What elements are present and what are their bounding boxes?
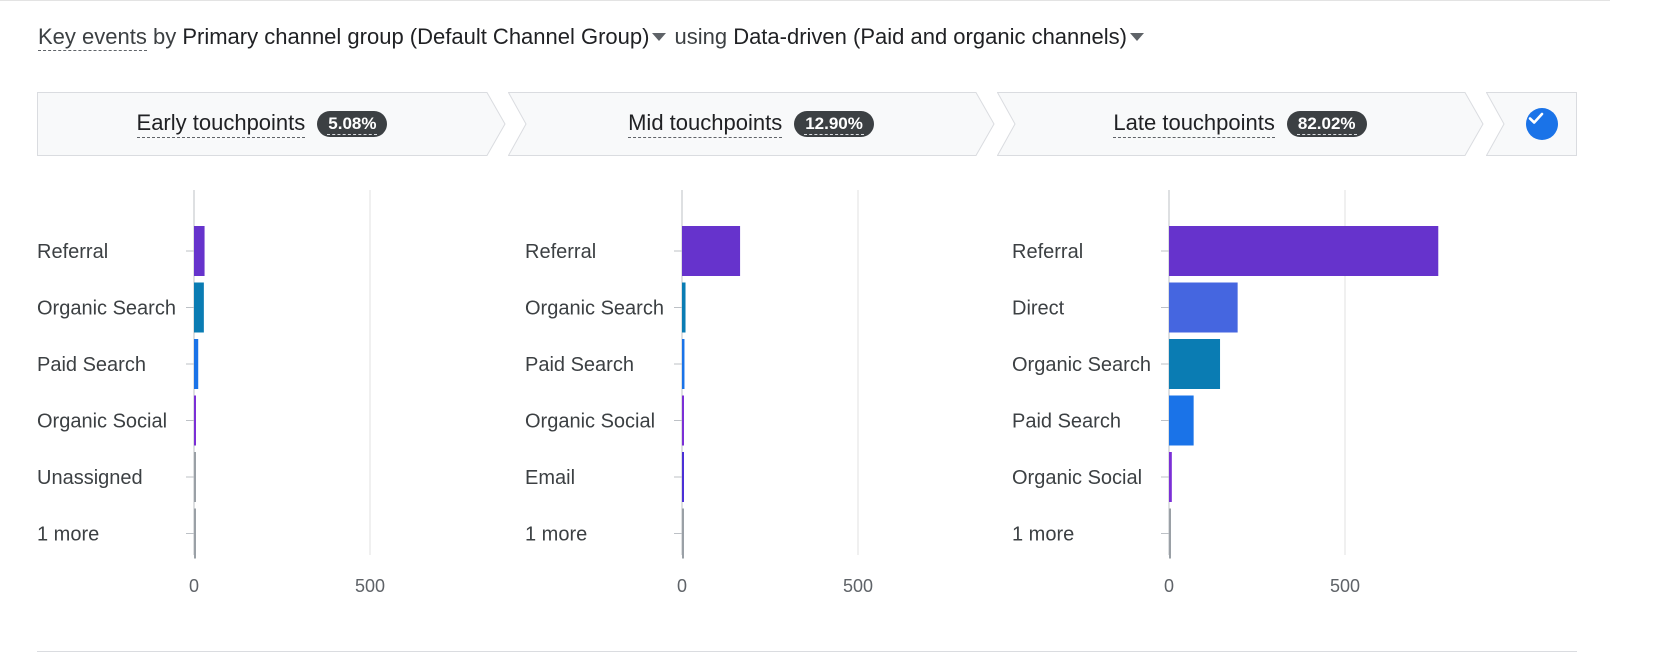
category-label: Organic Social	[525, 411, 655, 433]
category-label: Referral	[525, 241, 596, 263]
checkmark-icon	[1526, 108, 1558, 140]
dimension-caret-icon	[652, 33, 667, 41]
touchpoint-steps: Early touchpoints 5.08% Mid touchpoints …	[37, 92, 1577, 156]
category-label: 1 more	[1012, 524, 1074, 546]
step-early-value: 5.08%	[317, 111, 388, 137]
chart-late: 0 500 Referral Direct Organic Search Paid Sea…	[1012, 190, 1572, 620]
x-tick-label: 0	[1164, 576, 1174, 596]
bar	[682, 282, 686, 333]
bar	[194, 339, 199, 389]
bar	[194, 452, 196, 502]
step-early-label: Early touchpoints	[136, 110, 306, 138]
bar	[194, 282, 204, 333]
category-label: Organic Social	[37, 411, 167, 433]
step-early[interactable]: Early touchpoints 5.08%	[37, 92, 507, 156]
bar	[682, 452, 684, 502]
bar	[682, 226, 741, 276]
chart-late-svg: 0 500 Referral Direct Organic Search Paid Sea…	[1012, 190, 1439, 596]
bar	[682, 395, 684, 446]
metric-label[interactable]: Key events	[38, 24, 147, 51]
category-label: Direct	[1012, 298, 1065, 320]
bar	[1169, 452, 1172, 502]
using-text: using	[674, 24, 728, 49]
x-tick-label: 0	[189, 576, 199, 596]
step-mid-value: 12.90%	[794, 111, 874, 137]
chart-mid-svg: 0 500 Referral Organic Search Paid Search Org…	[525, 190, 873, 596]
chart-header: Key events by Primary channel group (Def…	[38, 24, 1152, 51]
dimension-label: Primary channel group (Default Channel G…	[182, 24, 650, 49]
bar	[1169, 339, 1221, 389]
bar	[682, 508, 684, 559]
model-dropdown[interactable]: Data-driven (Paid and organic channels)	[733, 24, 1152, 50]
bar	[682, 339, 685, 389]
step-late-value: 82.02%	[1286, 111, 1367, 137]
step-late[interactable]: Late touchpoints 82.02%	[997, 92, 1485, 156]
category-label: 1 more	[37, 524, 99, 546]
step-mid[interactable]: Mid touchpoints 12.90%	[508, 92, 996, 156]
category-label: Email	[525, 467, 575, 489]
category-label: Organic Social	[1012, 467, 1142, 489]
category-label: Paid Search	[1012, 411, 1121, 433]
bar	[1169, 508, 1171, 559]
x-tick-label: 0	[677, 576, 687, 596]
chart-early: 0 500 Referral Organic Search Paid Search Org…	[37, 190, 497, 620]
x-tick-label: 500	[843, 576, 873, 596]
step-late-label: Late touchpoints	[1113, 110, 1275, 138]
category-label: Organic Search	[1012, 354, 1151, 376]
top-divider	[0, 0, 1610, 1]
category-label: Paid Search	[525, 354, 634, 376]
chart-early-svg: 0 500 Referral Organic Search Paid Search Org…	[37, 190, 385, 596]
category-label: Organic Search	[525, 298, 664, 320]
model-label: Data-driven (Paid and organic channels)	[733, 24, 1127, 49]
category-label: Paid Search	[37, 354, 146, 376]
bar	[1169, 282, 1238, 333]
model-caret-icon	[1129, 33, 1144, 41]
category-label: Unassigned	[37, 467, 143, 489]
bar	[1169, 226, 1439, 276]
chart-mid: 0 500 Referral Organic Search Paid Search Org…	[525, 190, 985, 620]
category-label: Referral	[1012, 241, 1083, 263]
bar	[194, 226, 205, 276]
dimension-dropdown[interactable]: Primary channel group (Default Channel G…	[182, 24, 674, 50]
bar	[1169, 395, 1194, 446]
category-label: 1 more	[525, 524, 587, 546]
category-label: Organic Search	[37, 298, 176, 320]
x-tick-label: 500	[1330, 576, 1360, 596]
step-mid-label: Mid touchpoints	[628, 110, 783, 138]
category-label: Referral	[37, 241, 108, 263]
step-check[interactable]	[1486, 92, 1577, 156]
x-tick-label: 500	[355, 576, 385, 596]
bar	[194, 395, 196, 446]
bar	[194, 508, 196, 559]
by-text: by	[152, 24, 177, 49]
